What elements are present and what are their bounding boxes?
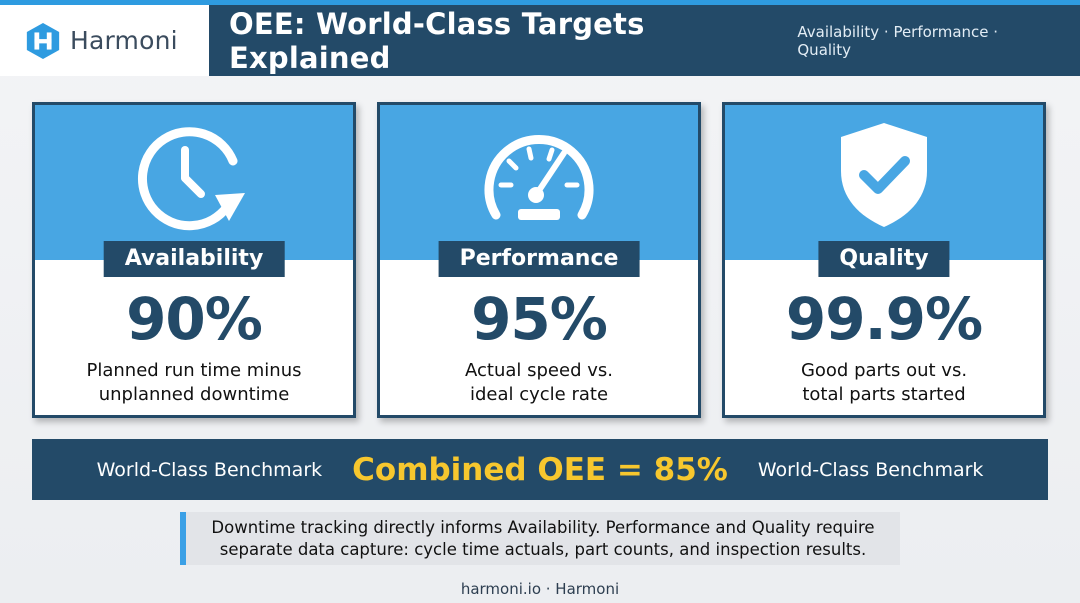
card-top-panel [35, 105, 353, 260]
card-description-line: Actual speed vs. [465, 360, 613, 381]
benchmark-banner: World-Class Benchmark Combined OEE = 85%… [32, 439, 1048, 500]
availability-card: Availability 90% Planned run time minus … [32, 102, 356, 418]
page-subtitle: Availability · Performance · Quality [797, 22, 999, 59]
card-description: Good parts out vs. total parts started [725, 359, 1043, 407]
card-description: Planned run time minus unplanned downtim… [35, 359, 353, 407]
performance-card: Performance 95% Actual speed vs. ideal c… [377, 102, 701, 418]
card-value: 95% [471, 285, 608, 353]
card-label: Availability [103, 241, 285, 277]
card-top-panel [380, 105, 698, 260]
card-description-line: unplanned downtime [98, 384, 290, 405]
banner-left-label: World-Class Benchmark [96, 458, 323, 481]
card-label: Performance [438, 241, 640, 277]
card-value: 99.9% [785, 285, 983, 353]
harmoni-logo-icon [26, 22, 60, 59]
card-top-panel [725, 105, 1043, 260]
quality-card: Quality 99.9% Good parts out vs. total p… [722, 102, 1046, 418]
card-description-line: total parts started [802, 384, 966, 405]
card-description-line: Good parts out vs. [800, 360, 968, 381]
speedometer-icon [484, 134, 594, 220]
clock-refresh-icon [137, 127, 245, 231]
note-line: Downtime tracking directly informs Avail… [211, 517, 875, 537]
footer-text: harmoni.io · Harmoni [460, 580, 620, 598]
card-value: 90% [126, 285, 263, 353]
note-box: Downtime tracking directly informs Avail… [180, 512, 900, 565]
title-bar: OEE: World-Class Targets Explained Avail… [209, 5, 1080, 76]
top-accent-line [0, 0, 1080, 5]
note-line: separate data capture: cycle time actual… [219, 539, 867, 559]
header: Harmoni OEE: World-Class Targets Explain… [0, 5, 1080, 76]
shield-check-icon [841, 123, 927, 227]
note-text: Downtime tracking directly informs Avail… [211, 517, 874, 561]
brand-name: Harmoni [70, 26, 178, 55]
card-description-line: Planned run time minus [86, 360, 302, 381]
combined-oee-value: Combined OEE = 85% [352, 451, 728, 488]
card-description-line: ideal cycle rate [469, 384, 609, 405]
card-label: Quality [818, 241, 950, 277]
page-title: OEE: World-Class Targets Explained [229, 6, 645, 75]
banner-right-label: World-Class Benchmark [757, 458, 984, 481]
brand: Harmoni [0, 5, 209, 76]
card-description: Actual speed vs. ideal cycle rate [380, 359, 698, 407]
